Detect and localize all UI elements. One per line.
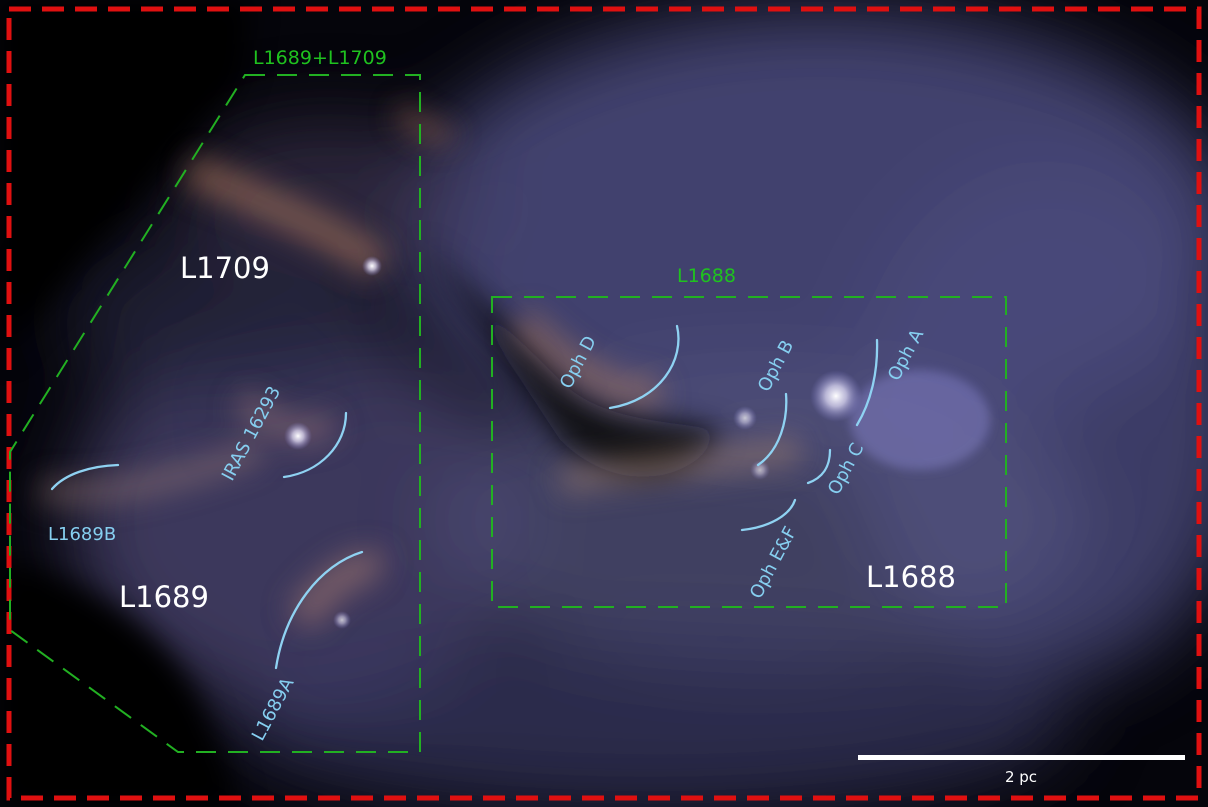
arc-oph-b: [756, 392, 788, 467]
arc-oph-a: [855, 338, 879, 427]
arc-iras-16293: [282, 411, 348, 479]
core-arcs: [50, 324, 879, 670]
scale-bar-label: 2 pc: [1005, 768, 1037, 786]
label-l1709: L1709: [180, 251, 270, 285]
warm-filaments: [38, 103, 802, 631]
label-l1689b: L1689B: [48, 524, 116, 545]
arc-l1689a: [274, 550, 364, 670]
label-l1688-box: L1688: [677, 265, 736, 287]
label-l1689-l1709: L1689+L1709: [253, 47, 387, 69]
arc-oph-c: [806, 448, 832, 485]
dark-lanes: [0, 0, 720, 807]
scale-bar: [858, 755, 1185, 760]
bright-sources: [284, 256, 990, 629]
label-l1689: L1689: [119, 580, 209, 614]
label-l1688: L1688: [866, 560, 956, 594]
arc-l1689b: [50, 463, 120, 491]
arc-oph-ef: [740, 498, 797, 532]
image-frame: [6, 6, 1202, 801]
l1689-l1709-region-outline: [9, 74, 421, 753]
arc-oph-d: [608, 324, 680, 410]
l1688-region-outline: [491, 296, 1007, 608]
